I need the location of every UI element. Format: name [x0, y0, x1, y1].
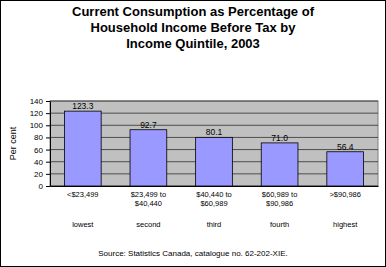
y-tick: 80	[34, 133, 50, 142]
y-tick-mark	[46, 174, 50, 175]
y-tick: 40	[34, 158, 50, 167]
x-axis-line	[51, 186, 379, 187]
x-tick-label: $60,989 to$90,986	[262, 190, 297, 208]
grid	[50, 101, 378, 186]
x-group-label: fourth	[270, 220, 289, 229]
data-label: 80.1	[206, 127, 223, 137]
y-tick-label: 0	[39, 182, 44, 191]
y-tick-mark	[46, 162, 50, 163]
bar	[327, 152, 364, 186]
x-labels: <$23,499 lowest $23,499 to$40,440 second $40…	[67, 190, 361, 229]
grid-line	[50, 101, 378, 102]
x-group-label: lowest	[72, 220, 94, 229]
y-axis-title: Per cent	[8, 126, 18, 160]
x-tick-label: $40,440 to$60,989	[196, 190, 231, 208]
y-tick: 0	[39, 182, 50, 191]
data-label: 56.4	[337, 142, 354, 152]
x-tick-label: >$90,986	[329, 190, 361, 199]
plot: 0 20 40 60 80 100 120 140 <$23,499 lowest $23,499 …	[30, 97, 379, 229]
y-tick-mark	[46, 101, 50, 102]
y-axis-line	[50, 102, 51, 187]
y-tick-label: 60	[34, 146, 43, 155]
chart: Current Consumption as Percentage ofHous…	[0, 0, 386, 267]
y-tick: 140	[30, 97, 50, 106]
source-note: Source: Statistics Canada, catalogue no.…	[98, 249, 287, 258]
plot-background	[50, 101, 378, 186]
data-label: 71.0	[271, 133, 288, 143]
y-tick-label: 20	[34, 170, 43, 179]
y-tick: 20	[34, 170, 50, 179]
x-axis	[51, 186, 379, 187]
y-tick-label: 80	[34, 133, 43, 142]
x-tick-label: $23,499 to$40,440	[131, 190, 166, 208]
y-tick-mark	[46, 150, 50, 151]
x-group-label: third	[207, 220, 222, 229]
y-tick-label: 40	[34, 158, 43, 167]
x-tick-label: <$23,499	[67, 190, 99, 199]
y-tick-mark	[46, 186, 50, 187]
y-tick: 120	[30, 109, 50, 118]
y-axis: 0 20 40 60 80 100 120 140	[30, 97, 51, 191]
chart-frame	[1, 1, 386, 267]
x-group-label: highest	[333, 220, 358, 229]
y-tick-label: 140	[30, 97, 44, 106]
y-tick-mark	[46, 137, 50, 138]
y-tick: 60	[34, 146, 50, 155]
bar	[261, 143, 298, 186]
data-label: 92.7	[140, 120, 157, 130]
y-tick: 100	[30, 121, 50, 130]
data-labels: 123.3 92.7 80.1 71.0 56.4	[72, 101, 354, 152]
data-label: 123.3	[72, 101, 94, 111]
y-tick-label: 120	[30, 109, 44, 118]
title: Current Consumption as Percentage ofHous…	[72, 4, 315, 51]
y-tick-mark	[46, 113, 50, 114]
x-group-label: second	[136, 220, 160, 229]
bars	[64, 111, 363, 186]
y-tick-label: 100	[30, 121, 44, 130]
y-tick-mark	[46, 125, 50, 126]
bar	[196, 137, 233, 186]
bar	[130, 130, 167, 186]
bar	[64, 111, 101, 186]
